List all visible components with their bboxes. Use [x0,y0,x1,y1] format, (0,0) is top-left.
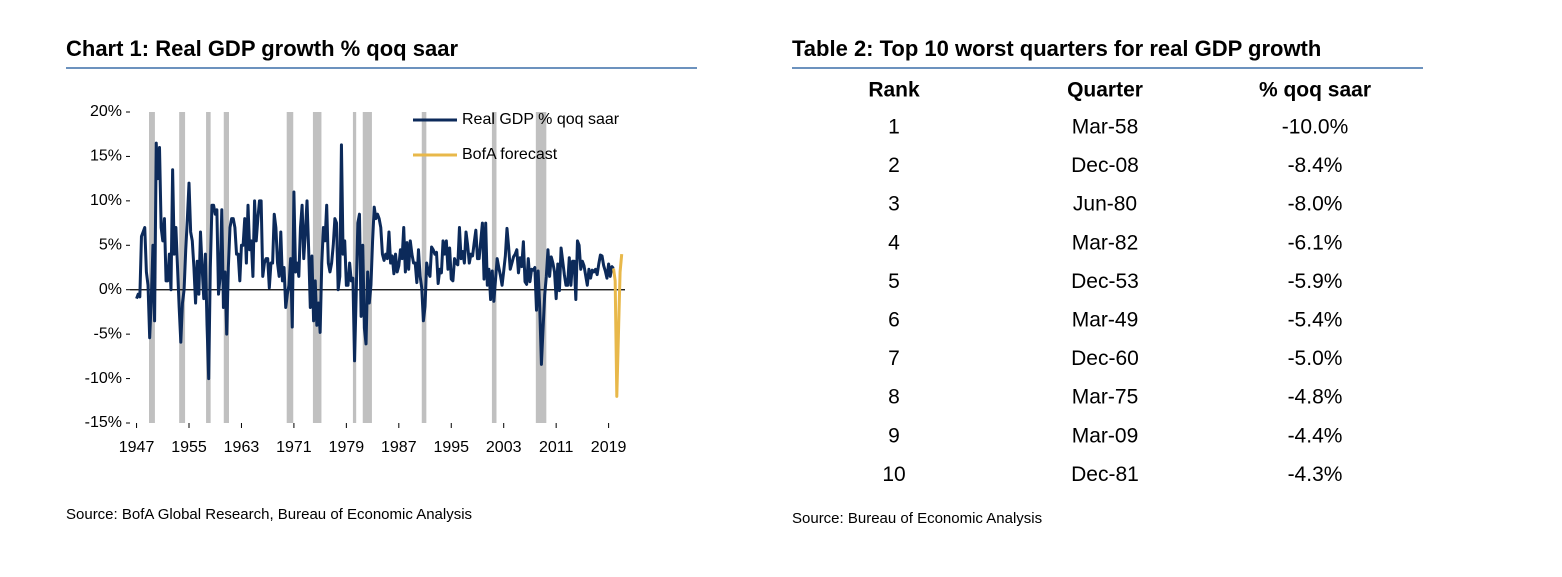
table-cell: 5 [888,270,900,293]
chart-source: Source: BofA Global Research, Bureau of … [66,506,472,523]
series-line [612,254,624,398]
table-cell: -5.0% [1288,347,1343,370]
series-line [135,141,615,381]
table: Rank Quarter % qoq saar 1 Mar-58 -10.0% 2 Dec-0… [868,79,1371,486]
column-header: Quarter [1067,79,1143,102]
column-header: Rank [868,79,920,102]
table-cell: Dec-81 [1071,463,1139,486]
table-cell: 9 [888,424,900,447]
x-tick-label: 1971 [276,439,312,456]
table-source: Source: Bureau of Economic Analysis [792,510,1042,527]
plot: 20% 15% 10% 5% 0% -5% -10% -15% 1947 1955 1963 1971… [85,103,627,456]
x-tick-label: 2019 [591,439,627,456]
table-cell: Jun-80 [1073,193,1137,216]
table-cell: Mar-82 [1072,231,1139,254]
x-tick-label: 1955 [171,439,207,456]
y-tick-label: 5% [99,237,122,254]
x-tick-label: 2003 [486,439,522,456]
table-cell: -4.4% [1288,424,1343,447]
table-cell: 4 [888,231,900,254]
y-tick-label: 0% [99,281,122,298]
y-tick-label: 15% [90,148,122,165]
table-cell: -4.8% [1288,386,1343,409]
x-tick-label: 1979 [329,439,365,456]
x-tick-label: 1963 [224,439,260,456]
recession-band [223,112,229,423]
x-tick-label: 1947 [119,439,155,456]
table-cell: -10.0% [1282,116,1349,139]
y-tick-label: 10% [90,192,122,209]
table-cell: -5.9% [1288,270,1343,293]
recession-band [362,112,372,423]
x-tick-label: 1987 [381,439,417,456]
table-cell: Dec-53 [1071,270,1139,293]
legend-label: Real GDP % qoq saar [462,111,620,128]
table-cell: 10 [882,463,905,486]
table-cell: 6 [888,309,900,332]
recession-band [312,112,322,423]
legend-label: BofA forecast [462,146,558,163]
table-cell: Dec-60 [1071,347,1139,370]
table-cell: 1 [888,116,900,139]
table-cell: Mar-58 [1072,116,1139,139]
y-tick-label: -15% [85,414,122,431]
recession-band [179,112,186,423]
table-cell: Mar-75 [1072,386,1139,409]
x-tick-label: 1995 [433,439,469,456]
table-cell: -8.0% [1288,193,1343,216]
recession-band [352,112,357,423]
table-cell: Dec-08 [1071,154,1139,177]
recession-band [535,112,547,423]
column-header: % qoq saar [1259,79,1371,102]
y-tick-label: -10% [85,370,122,387]
table-cell: Mar-49 [1072,309,1139,332]
table-cell: 8 [888,386,900,409]
table-cell: -5.4% [1288,309,1343,332]
table-cell: 3 [888,193,900,216]
y-tick-label: 20% [90,103,122,120]
table-cell: -8.4% [1288,154,1343,177]
chart-title: Chart 1: Real GDP growth % qoq saar [66,36,458,61]
table-cell: 2 [888,154,900,177]
recession-band [491,112,497,423]
recession-band [421,112,427,423]
table-cell: -6.1% [1288,231,1343,254]
x-tick-label: 2011 [539,439,574,456]
table-title: Table 2: Top 10 worst quarters for real … [792,36,1321,61]
recession-band [206,112,211,423]
y-tick-label: -5% [94,325,122,342]
table-cell: -4.3% [1288,463,1343,486]
table-cell: Mar-09 [1072,424,1139,447]
table-cell: 7 [888,347,900,370]
